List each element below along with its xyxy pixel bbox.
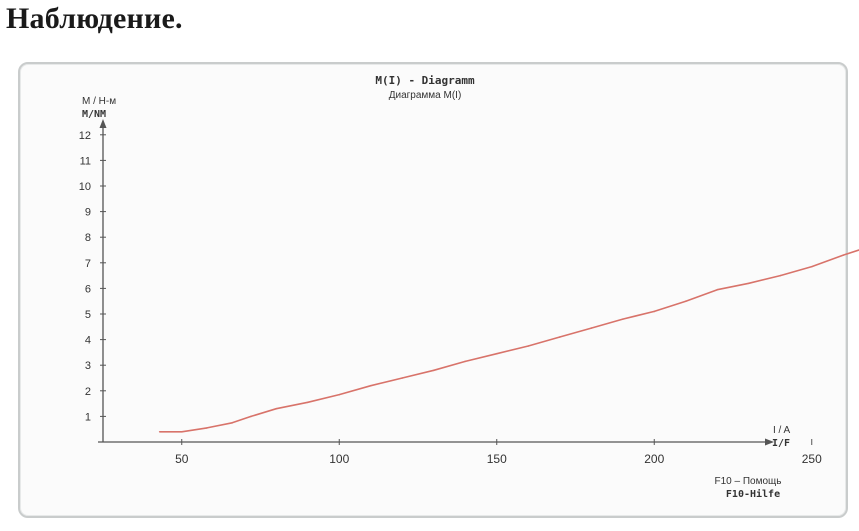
- data-point: [464, 360, 467, 363]
- help-label-de: F10-Hilfe: [726, 488, 780, 500]
- x-axis-label-de: I/F: [772, 438, 790, 449]
- data-point: [231, 422, 233, 424]
- data-point: [779, 274, 782, 277]
- y-tick-label: 8: [85, 232, 91, 244]
- series-layer: [158, 249, 859, 433]
- page-heading: Наблюдение.: [6, 2, 183, 35]
- y-tick-label: 7: [85, 258, 91, 270]
- y-tick-label: 5: [85, 309, 91, 321]
- data-point: [250, 415, 252, 418]
- x-tick-label: 200: [644, 452, 664, 466]
- y-tick-label: 4: [85, 335, 91, 347]
- y-tick-label: 2: [85, 386, 91, 398]
- y-tick-label: 3: [85, 360, 91, 372]
- y-tick-label: 12: [79, 130, 91, 142]
- x-tick-label: 100: [329, 452, 349, 466]
- data-point: [158, 430, 161, 433]
- x-axis: [98, 438, 774, 446]
- x-axis-label-ru: I / A: [773, 425, 791, 436]
- data-point: [527, 345, 530, 347]
- data-point: [275, 407, 278, 410]
- x-tick-label: 150: [487, 452, 507, 466]
- data-point: [590, 327, 593, 329]
- y-axis-label-de: M/NM: [82, 109, 106, 120]
- y-axis-arrow: [99, 119, 107, 128]
- y-axis-label-ru: M / Н-м: [82, 96, 116, 107]
- data-point: [621, 318, 624, 320]
- chart-title: M(I) - Diagramm: [375, 74, 475, 87]
- data-point: [558, 336, 561, 338]
- x-axis-arrow: [765, 438, 774, 446]
- data-point: [306, 401, 309, 404]
- y-tick-label: 9: [85, 207, 91, 219]
- x-tick-label: 50: [175, 452, 189, 466]
- y-tick-label: 10: [79, 181, 91, 193]
- data-point: [180, 430, 183, 433]
- help-label-ru: F10 – Помощь: [715, 476, 782, 487]
- data-point: [810, 265, 813, 268]
- x-tick-label: 250: [802, 452, 822, 466]
- data-point: [369, 384, 372, 387]
- data-point: [684, 300, 687, 303]
- data-point: [747, 282, 750, 285]
- data-point: [338, 393, 341, 396]
- data-point: [432, 369, 435, 372]
- y-tick-label: 11: [80, 155, 91, 167]
- data-point: [401, 377, 404, 379]
- x-ticks: 50100150200250300350400: [175, 439, 822, 466]
- series-line-0: [159, 249, 859, 433]
- data-point: [206, 427, 208, 429]
- data-point: [495, 352, 498, 355]
- y-tick-label: 6: [85, 283, 91, 295]
- y-tick-label: 1: [85, 411, 91, 423]
- y-axis: [99, 119, 107, 442]
- data-point: [653, 310, 656, 313]
- data-point: [842, 254, 845, 256]
- chart-subtitle: Диаграмма M(I): [389, 90, 462, 101]
- data-point: [716, 288, 719, 291]
